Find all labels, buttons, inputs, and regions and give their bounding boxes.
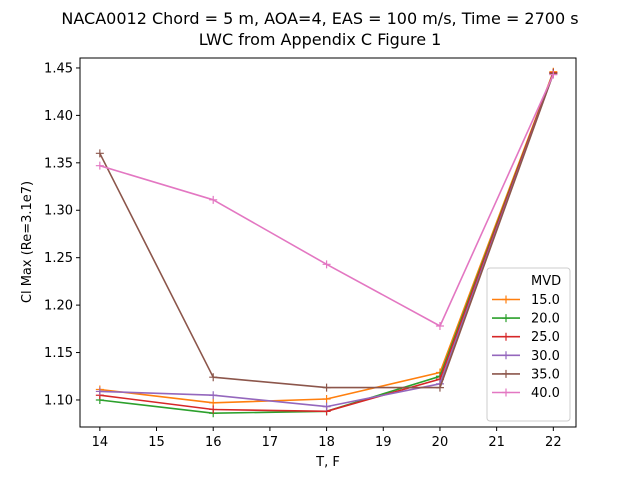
series-40.0: [95, 70, 558, 330]
y-axis-label: Cl Max (Re=3.1e7): [20, 181, 35, 303]
data-point-marker: [209, 391, 218, 400]
legend-item: 15.0: [492, 293, 560, 308]
legend: MVD 15.0 20.0 25.0 30.0 35.0 40.0: [486, 267, 571, 422]
x-axis-label: T, F: [315, 455, 340, 470]
x-tick-label: 19: [375, 435, 392, 450]
x-tick-label: 15: [148, 435, 165, 450]
series-lines: [95, 67, 558, 418]
x-tick-label: 14: [92, 435, 109, 450]
legend-label: 35.0: [531, 367, 560, 382]
x-axis-ticks: 14 15 16 17 18 19 20 21 22: [92, 427, 562, 450]
legend-label: 25.0: [531, 330, 560, 345]
legend-item: 35.0: [492, 367, 560, 382]
legend-label: 20.0: [531, 312, 560, 327]
legend-items: 15.0 20.0 25.0 30.0 35.0 40.0: [492, 293, 560, 401]
data-point-marker: [95, 149, 104, 158]
legend-label: 15.0: [531, 293, 560, 308]
legend-label: 40.0: [531, 386, 560, 401]
y-tick-label: 1.30: [44, 204, 73, 219]
x-tick-label: 17: [262, 435, 279, 450]
legend-box: [486, 267, 571, 422]
data-point-marker: [322, 395, 331, 404]
legend-marker-icon: [502, 332, 510, 341]
series-line: [99, 73, 555, 408]
x-tick-label: 18: [318, 435, 335, 450]
data-point-marker: [95, 161, 104, 170]
data-point-marker: [549, 70, 558, 79]
y-tick-label: 1.45: [44, 61, 73, 76]
legend-label: 30.0: [531, 349, 560, 364]
legend-item: 20.0: [492, 312, 560, 327]
data-point-marker: [435, 321, 444, 330]
y-axis-ticks: 1.10 1.15 1.20 1.25 1.30 1.35 1.40 1.45: [44, 61, 80, 408]
legend-marker-icon: [502, 388, 510, 397]
series-line: [99, 72, 555, 415]
chart-title: NACA0012 Chord = 5 m, AOA=4, EAS = 100 m…: [61, 9, 578, 28]
series-line: [99, 73, 555, 389]
data-point-marker: [322, 383, 331, 392]
y-tick-label: 1.15: [44, 346, 73, 361]
legend-marker-icon: [502, 369, 510, 378]
series-line: [99, 71, 555, 404]
y-tick-label: 1.20: [44, 299, 73, 314]
legend-item: 30.0: [492, 349, 560, 364]
x-tick-label: 20: [432, 435, 449, 450]
legend-marker-icon: [502, 314, 510, 323]
data-point-marker: [209, 405, 218, 414]
x-tick-label: 21: [488, 435, 505, 450]
x-tick-label: 22: [545, 435, 562, 450]
legend-item: 25.0: [492, 330, 560, 345]
y-tick-label: 1.35: [44, 156, 73, 171]
legend-title: MVD: [531, 274, 561, 289]
y-tick-label: 1.25: [44, 251, 73, 266]
y-tick-label: 1.10: [44, 393, 73, 408]
data-point-marker: [209, 373, 218, 382]
data-point-marker: [322, 402, 331, 411]
data-point-marker: [435, 383, 444, 392]
x-tick-label: 16: [205, 435, 222, 450]
data-point-marker: [322, 260, 331, 269]
data-point-marker: [209, 195, 218, 204]
chart-subtitle: LWC from Appendix C Figure 1: [199, 30, 442, 49]
legend-item: 40.0: [492, 386, 560, 401]
legend-marker-icon: [502, 351, 510, 360]
y-tick-label: 1.40: [44, 109, 73, 124]
series-line: [99, 72, 555, 413]
data-point-marker: [95, 387, 104, 396]
plot-area-frame: [79, 57, 577, 428]
legend-marker-icon: [502, 295, 510, 304]
